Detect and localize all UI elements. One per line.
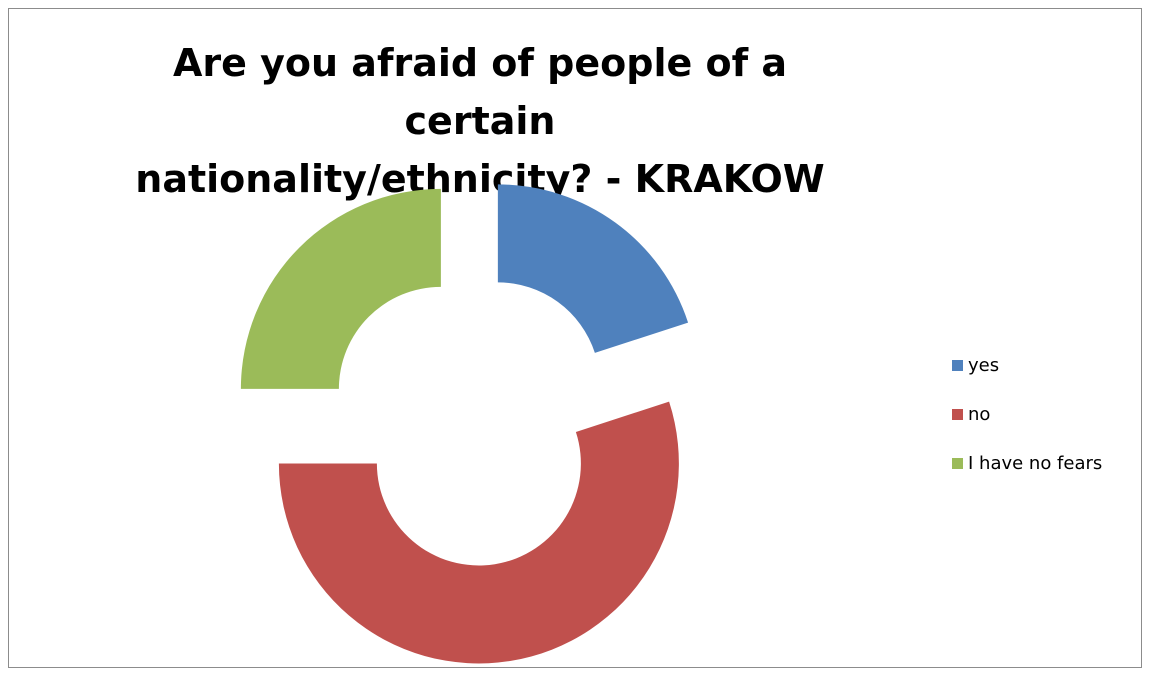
donut-slice-yes <box>497 184 689 353</box>
legend-item: yes <box>952 352 1102 378</box>
donut-slice-i-have-no-fears <box>240 188 441 389</box>
legend-swatch <box>952 408 963 420</box>
legend-swatch <box>952 359 963 371</box>
legend-label: yes <box>968 354 1000 376</box>
chart-title: Are you afraid of people of a certain na… <box>135 41 825 201</box>
legend-item: no <box>952 401 1102 427</box>
legend-item: I have no fears <box>952 450 1102 476</box>
legend-label: I have no fears <box>968 452 1103 474</box>
legend-swatch <box>952 457 963 469</box>
chart-legend: yes no I have no fears <box>952 352 1102 499</box>
legend-label: no <box>968 403 991 425</box>
donut-slice-no <box>278 401 679 664</box>
